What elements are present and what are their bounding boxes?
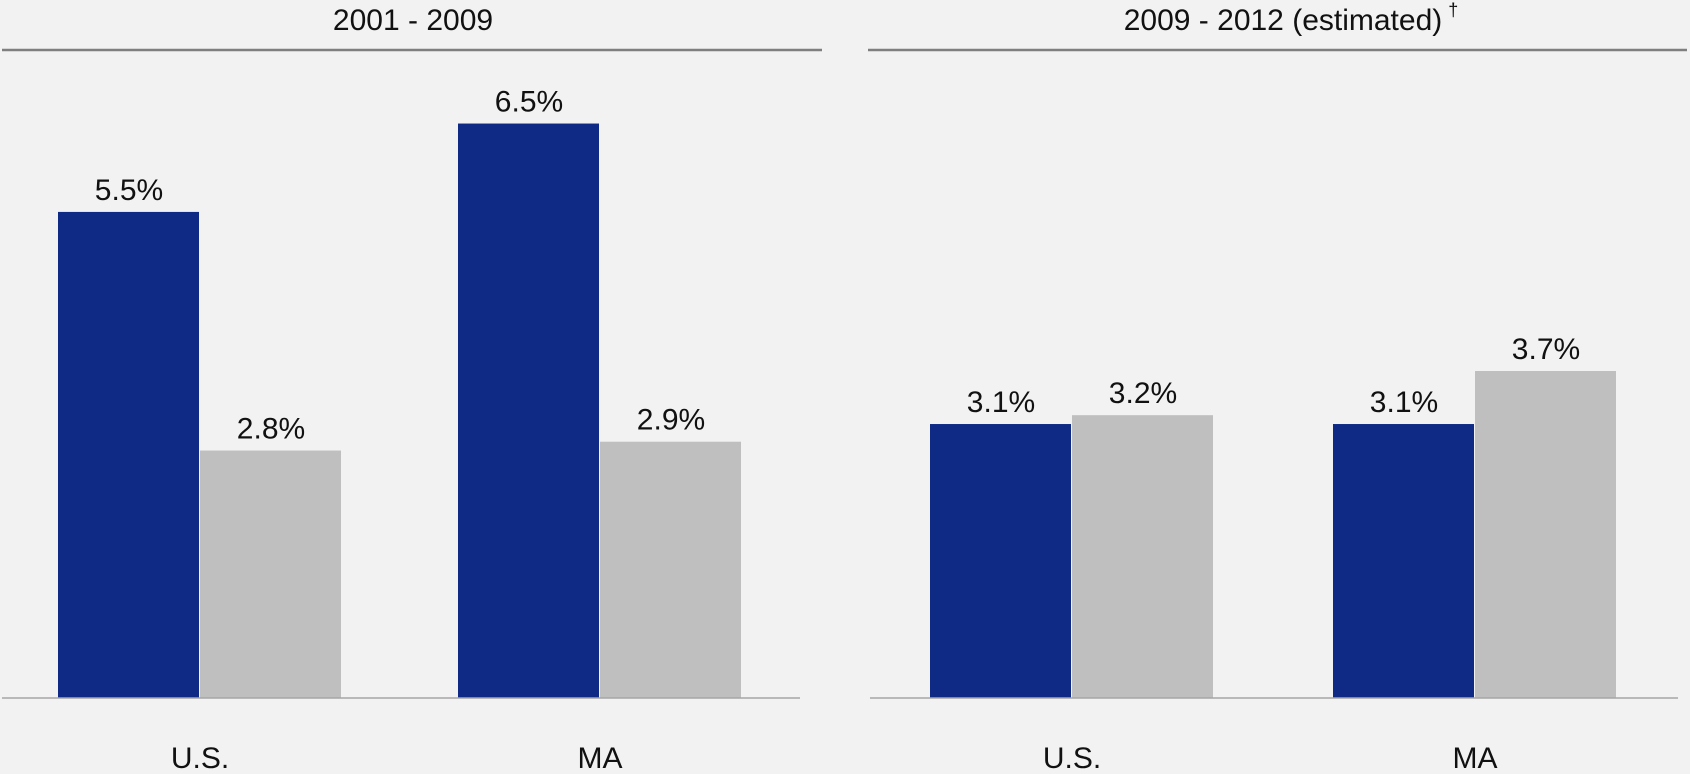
bar <box>1475 371 1616 698</box>
data-label: 2.8% <box>237 413 305 446</box>
bar <box>600 441 741 698</box>
data-label: 3.7% <box>1512 333 1580 366</box>
data-label: 3.2% <box>1109 377 1177 410</box>
bar <box>458 123 599 699</box>
chart-title: 2009 - 2012 (estimated) <box>1124 4 1443 37</box>
chart-title: 2001 - 2009 <box>333 4 493 37</box>
title-note: † <box>1448 0 1458 20</box>
data-label: 5.5% <box>95 174 163 207</box>
data-label: 2.9% <box>637 404 705 437</box>
bar <box>200 450 341 698</box>
bar <box>1333 424 1474 698</box>
x-tick-label: U.S. <box>171 742 229 774</box>
bar <box>58 211 199 698</box>
data-label: 3.1% <box>1370 386 1438 419</box>
bar <box>930 424 1071 698</box>
data-label: 6.5% <box>495 86 563 119</box>
bar <box>1072 415 1213 698</box>
x-tick-label: MA <box>578 742 623 774</box>
data-label: 3.1% <box>967 386 1035 419</box>
x-tick-label: MA <box>1453 742 1498 774</box>
x-tick-label: U.S. <box>1043 742 1101 774</box>
